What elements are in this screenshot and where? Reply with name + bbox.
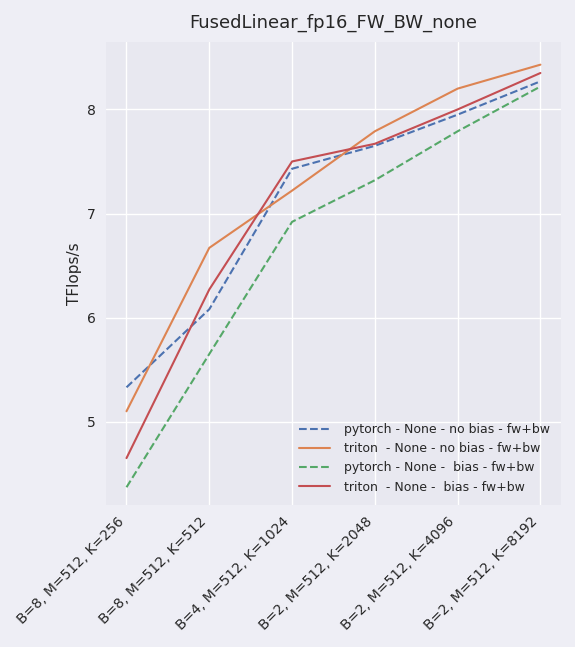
 pytorch - None - no bias - fw+bw	[537, 78, 544, 85]
 triton  - None - no bias - fw+bw	[289, 187, 296, 195]
 triton  - None - no bias - fw+bw	[454, 85, 461, 93]
 pytorch - None -  bias - fw+bw	[206, 350, 213, 358]
 triton  - None -  bias - fw+bw	[371, 140, 378, 148]
 triton  - None -  bias - fw+bw	[289, 158, 296, 166]
 pytorch - None -  bias - fw+bw	[123, 483, 130, 491]
Line:  pytorch - None - no bias - fw+bw: pytorch - None - no bias - fw+bw	[126, 82, 540, 388]
 triton  - None - no bias - fw+bw	[371, 127, 378, 135]
Title: FusedLinear_fp16_FW_BW_none: FusedLinear_fp16_FW_BW_none	[189, 14, 477, 32]
 pytorch - None -  bias - fw+bw	[454, 127, 461, 135]
Line:  triton  - None - no bias - fw+bw: triton - None - no bias - fw+bw	[126, 65, 540, 411]
Line:  triton  - None -  bias - fw+bw: triton - None - bias - fw+bw	[126, 73, 540, 458]
 pytorch - None -  bias - fw+bw	[371, 177, 378, 184]
 triton  - None - no bias - fw+bw	[123, 408, 130, 415]
 triton  - None -  bias - fw+bw	[206, 285, 213, 293]
 pytorch - None - no bias - fw+bw	[206, 305, 213, 313]
Y-axis label: TFlops/s: TFlops/s	[67, 242, 82, 305]
 triton  - None -  bias - fw+bw	[123, 454, 130, 462]
 triton  - None - no bias - fw+bw	[537, 61, 544, 69]
 pytorch - None - no bias - fw+bw	[371, 142, 378, 149]
Legend:  pytorch - None - no bias - fw+bw,  triton  - None - no bias - fw+bw,  pytorch -: pytorch - None - no bias - fw+bw, triton…	[294, 418, 555, 499]
 pytorch - None - no bias - fw+bw	[289, 165, 296, 173]
 pytorch - None -  bias - fw+bw	[289, 218, 296, 226]
 pytorch - None -  bias - fw+bw	[537, 83, 544, 91]
 pytorch - None - no bias - fw+bw	[123, 384, 130, 391]
 triton  - None -  bias - fw+bw	[537, 69, 544, 77]
Line:  pytorch - None -  bias - fw+bw: pytorch - None - bias - fw+bw	[126, 87, 540, 487]
 triton  - None - no bias - fw+bw	[206, 244, 213, 252]
 triton  - None -  bias - fw+bw	[454, 105, 461, 113]
 pytorch - None - no bias - fw+bw	[454, 111, 461, 118]
